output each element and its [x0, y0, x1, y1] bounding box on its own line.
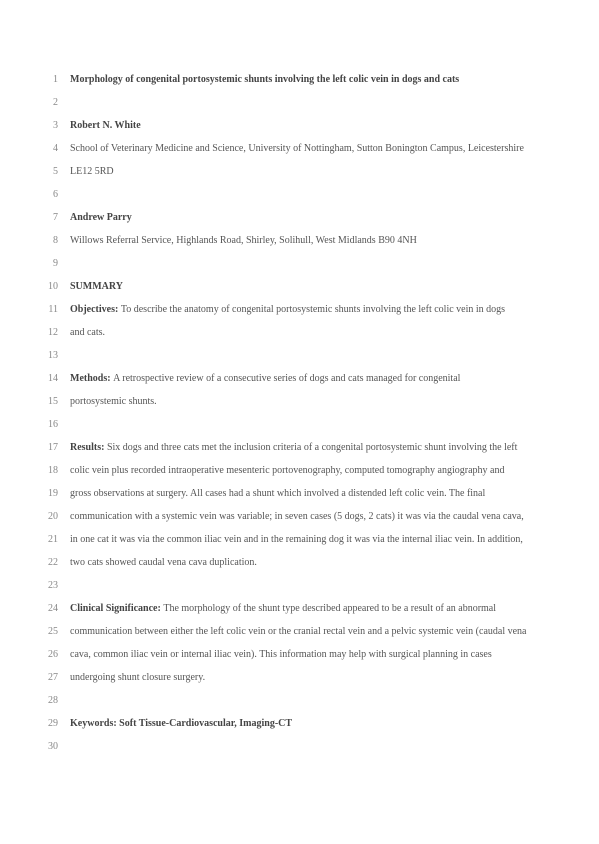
line-15: 15 portosystemic shunts.	[30, 390, 554, 413]
line-number: 7	[30, 206, 58, 229]
line-28: 28	[30, 689, 554, 712]
text: To describe the anatomy of congenital po…	[121, 304, 505, 315]
line-1: 1 Morphology of congenital portosystemic…	[30, 68, 554, 91]
line-number: 4	[30, 137, 58, 160]
line-25: 25 communication between either the left…	[30, 620, 554, 643]
line-23: 23	[30, 574, 554, 597]
line-22: 22 two cats showed caudal vena cava dupl…	[30, 551, 554, 574]
line-number: 15	[30, 390, 58, 413]
line-number: 16	[30, 413, 58, 436]
body-text: Clinical Significance: The morphology of…	[58, 597, 554, 620]
text: Six dogs and three cats met the inclusio…	[107, 442, 517, 453]
line-6: 6	[30, 183, 554, 206]
line-19: 19 gross observations at surgery. All ca…	[30, 482, 554, 505]
line-24: 24 Clinical Significance: The morphology…	[30, 597, 554, 620]
line-18: 18 colic vein plus recorded intraoperati…	[30, 459, 554, 482]
line-number: 1	[30, 68, 58, 91]
body-text: cava, common iliac vein or internal ilia…	[58, 643, 554, 666]
section-heading-summary: SUMMARY	[58, 275, 554, 298]
line-10: 10 SUMMARY	[30, 275, 554, 298]
keywords-line: Keywords: Soft Tissue-Cardiovascular, Im…	[58, 712, 554, 735]
line-number: 3	[30, 114, 58, 137]
manuscript-page: 1 Morphology of congenital portosystemic…	[0, 0, 599, 844]
line-3: 3 Robert N. White	[30, 114, 554, 137]
postcode-text: LE12 5RD	[58, 160, 554, 183]
label-keywords: Keywords:	[70, 718, 117, 729]
text: A retrospective review of a consecutive …	[113, 373, 460, 384]
line-number: 28	[30, 689, 58, 712]
line-number: 29	[30, 712, 58, 735]
line-9: 9	[30, 252, 554, 275]
label-methods: Methods:	[70, 373, 113, 384]
line-number: 26	[30, 643, 58, 666]
affiliation-text: School of Veterinary Medicine and Scienc…	[58, 137, 554, 160]
body-text: Objectives: To describe the anatomy of c…	[58, 298, 554, 321]
label-objectives: Objectives:	[70, 304, 121, 315]
body-text: communication between either the left co…	[58, 620, 554, 643]
line-29: 29 Keywords: Soft Tissue-Cardiovascular,…	[30, 712, 554, 735]
line-number: 10	[30, 275, 58, 298]
line-26: 26 cava, common iliac vein or internal i…	[30, 643, 554, 666]
line-27: 27 undergoing shunt closure surgery.	[30, 666, 554, 689]
line-number: 20	[30, 505, 58, 528]
line-13: 13	[30, 344, 554, 367]
line-17: 17 Results: Six dogs and three cats met …	[30, 436, 554, 459]
label-clinical-significance: Clinical Significance:	[70, 603, 163, 614]
line-number: 18	[30, 459, 58, 482]
line-number: 24	[30, 597, 58, 620]
body-text: colic vein plus recorded intraoperative …	[58, 459, 554, 482]
body-text: Results: Six dogs and three cats met the…	[58, 436, 554, 459]
title: Morphology of congenital portosystemic s…	[58, 68, 554, 91]
body-text: undergoing shunt closure surgery.	[58, 666, 554, 689]
keywords-text: Soft Tissue-Cardiovascular, Imaging-CT	[117, 718, 292, 729]
body-text: Methods: A retrospective review of a con…	[58, 367, 554, 390]
line-21: 21 in one cat it was via the common ilia…	[30, 528, 554, 551]
line-number: 21	[30, 528, 58, 551]
line-4: 4 School of Veterinary Medicine and Scie…	[30, 137, 554, 160]
line-16: 16	[30, 413, 554, 436]
line-number: 8	[30, 229, 58, 252]
body-text: gross observations at surgery. All cases…	[58, 482, 554, 505]
line-number: 11	[30, 298, 58, 321]
line-number: 5	[30, 160, 58, 183]
line-number: 19	[30, 482, 58, 505]
line-number: 30	[30, 735, 58, 758]
line-number: 25	[30, 620, 58, 643]
line-number: 22	[30, 551, 58, 574]
body-text: communication with a systemic vein was v…	[58, 505, 554, 528]
text: The morphology of the shunt type describ…	[163, 603, 496, 614]
line-12: 12 and cats.	[30, 321, 554, 344]
line-8: 8 Willows Referral Service, Highlands Ro…	[30, 229, 554, 252]
line-number: 2	[30, 91, 58, 114]
line-20: 20 communication with a systemic vein wa…	[30, 505, 554, 528]
line-number: 12	[30, 321, 58, 344]
body-text: and cats.	[58, 321, 554, 344]
line-11: 11 Objectives: To describe the anatomy o…	[30, 298, 554, 321]
author-name: Andrew Parry	[58, 206, 554, 229]
line-14: 14 Methods: A retrospective review of a …	[30, 367, 554, 390]
line-7: 7 Andrew Parry	[30, 206, 554, 229]
affiliation-text: Willows Referral Service, Highlands Road…	[58, 229, 554, 252]
body-text: portosystemic shunts.	[58, 390, 554, 413]
line-30: 30	[30, 735, 554, 758]
body-text: two cats showed caudal vena cava duplica…	[58, 551, 554, 574]
line-5: 5 LE12 5RD	[30, 160, 554, 183]
line-number: 17	[30, 436, 58, 459]
author-name: Robert N. White	[58, 114, 554, 137]
line-2: 2	[30, 91, 554, 114]
line-number: 6	[30, 183, 58, 206]
line-number: 9	[30, 252, 58, 275]
line-number: 14	[30, 367, 58, 390]
label-results: Results:	[70, 442, 107, 453]
line-number: 27	[30, 666, 58, 689]
line-number: 13	[30, 344, 58, 367]
line-number: 23	[30, 574, 58, 597]
body-text: in one cat it was via the common iliac v…	[58, 528, 554, 551]
